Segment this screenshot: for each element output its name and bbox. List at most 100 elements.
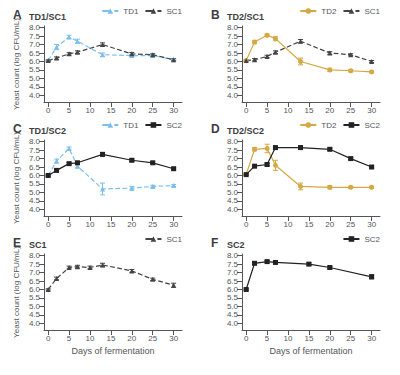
svg-text:30: 30: [169, 334, 178, 343]
svg-text:6.5: 6.5: [227, 163, 239, 172]
svg-text:30: 30: [367, 334, 376, 343]
svg-text:0: 0: [244, 106, 249, 115]
svg-text:5.5: 5.5: [227, 65, 239, 74]
svg-text:7.5: 7.5: [227, 32, 239, 41]
svg-text:6.0: 6.0: [227, 171, 239, 180]
svg-text:5.5: 5.5: [227, 293, 239, 302]
svg-text:SC1: SC1: [166, 235, 182, 244]
svg-text:A: A: [13, 8, 22, 22]
svg-text:8.0: 8.0: [29, 23, 41, 32]
svg-text:5: 5: [265, 220, 270, 229]
svg-text:C: C: [13, 122, 22, 136]
svg-text:SC1: SC1: [364, 7, 380, 16]
svg-text:20: 20: [325, 106, 334, 115]
svg-text:7.0: 7.0: [227, 40, 239, 49]
svg-text:B: B: [211, 8, 220, 22]
svg-text:Days of fermentation: Days of fermentation: [71, 346, 154, 356]
svg-text:5.0: 5.0: [29, 74, 41, 83]
svg-text:TD2: TD2: [321, 121, 337, 130]
svg-text:20: 20: [325, 334, 334, 343]
svg-text:25: 25: [148, 106, 157, 115]
svg-text:7.0: 7.0: [227, 268, 239, 277]
svg-text:8.0: 8.0: [227, 251, 239, 260]
svg-text:15: 15: [106, 334, 115, 343]
svg-text:0: 0: [244, 220, 249, 229]
svg-text:4.0: 4.0: [227, 91, 239, 100]
svg-text:D: D: [211, 122, 220, 136]
svg-text:7.0: 7.0: [29, 154, 41, 163]
svg-text:25: 25: [346, 334, 355, 343]
svg-text:4.5: 4.5: [29, 310, 41, 319]
svg-text:5: 5: [265, 334, 270, 343]
svg-text:4.5: 4.5: [227, 196, 239, 205]
svg-text:20: 20: [325, 220, 334, 229]
svg-text:4.5: 4.5: [29, 82, 41, 91]
svg-text:0: 0: [46, 106, 51, 115]
svg-text:7.0: 7.0: [227, 154, 239, 163]
svg-text:25: 25: [346, 106, 355, 115]
svg-text:4.5: 4.5: [227, 310, 239, 319]
svg-text:7.0: 7.0: [29, 268, 41, 277]
svg-text:30: 30: [367, 106, 376, 115]
svg-text:6.5: 6.5: [29, 163, 41, 172]
svg-text:20: 20: [127, 220, 136, 229]
svg-text:0: 0: [46, 220, 51, 229]
svg-text:5.5: 5.5: [29, 179, 41, 188]
svg-text:15: 15: [304, 106, 313, 115]
svg-text:30: 30: [169, 220, 178, 229]
svg-text:Yeast count (log CFU/mL): Yeast count (log CFU/mL): [12, 132, 21, 224]
svg-text:5.0: 5.0: [227, 74, 239, 83]
svg-text:25: 25: [148, 220, 157, 229]
svg-text:6.0: 6.0: [29, 285, 41, 294]
svg-text:30: 30: [367, 220, 376, 229]
svg-text:Yeast count (log CFU/mL): Yeast count (log CFU/mL): [12, 18, 21, 110]
svg-text:Yeast count (log CFU/mL): Yeast count (log CFU/mL): [12, 246, 21, 338]
svg-text:TD1: TD1: [123, 121, 139, 130]
svg-text:7.0: 7.0: [29, 40, 41, 49]
svg-text:7.5: 7.5: [227, 260, 239, 269]
svg-text:4.0: 4.0: [29, 319, 41, 328]
svg-text:5.5: 5.5: [29, 65, 41, 74]
svg-text:TD2: TD2: [321, 7, 337, 16]
svg-text:4.0: 4.0: [227, 205, 239, 214]
svg-text:TD1/SC2: TD1/SC2: [29, 126, 66, 136]
svg-text:5.5: 5.5: [29, 293, 41, 302]
svg-text:5: 5: [67, 220, 72, 229]
svg-text:0: 0: [46, 334, 51, 343]
svg-text:10: 10: [86, 220, 95, 229]
svg-text:15: 15: [106, 106, 115, 115]
svg-text:30: 30: [169, 106, 178, 115]
svg-text:4.0: 4.0: [29, 205, 41, 214]
svg-text:5.0: 5.0: [29, 302, 41, 311]
svg-text:5.0: 5.0: [227, 188, 239, 197]
svg-text:10: 10: [284, 220, 293, 229]
svg-text:6.0: 6.0: [29, 57, 41, 66]
svg-text:4.5: 4.5: [227, 82, 239, 91]
svg-text:SC1: SC1: [166, 7, 182, 16]
svg-text:SC2: SC2: [364, 235, 380, 244]
svg-text:25: 25: [346, 220, 355, 229]
svg-text:6.5: 6.5: [29, 49, 41, 58]
svg-text:5: 5: [67, 106, 72, 115]
svg-text:F: F: [211, 236, 218, 250]
svg-text:SC2: SC2: [166, 121, 182, 130]
svg-text:E: E: [13, 236, 21, 250]
svg-text:5.0: 5.0: [29, 188, 41, 197]
svg-text:10: 10: [86, 334, 95, 343]
svg-text:4.0: 4.0: [29, 91, 41, 100]
svg-text:SC1: SC1: [29, 240, 47, 250]
svg-text:6.0: 6.0: [227, 57, 239, 66]
svg-text:4.0: 4.0: [227, 319, 239, 328]
svg-text:10: 10: [284, 106, 293, 115]
svg-text:SC2: SC2: [364, 121, 380, 130]
svg-text:7.5: 7.5: [29, 32, 41, 41]
svg-text:5: 5: [67, 334, 72, 343]
svg-text:10: 10: [86, 106, 95, 115]
svg-text:5: 5: [265, 106, 270, 115]
svg-text:25: 25: [148, 334, 157, 343]
svg-text:8.0: 8.0: [29, 251, 41, 260]
svg-text:5.0: 5.0: [227, 302, 239, 311]
svg-text:8.0: 8.0: [227, 137, 239, 146]
svg-text:15: 15: [304, 334, 313, 343]
svg-text:7.5: 7.5: [227, 146, 239, 155]
